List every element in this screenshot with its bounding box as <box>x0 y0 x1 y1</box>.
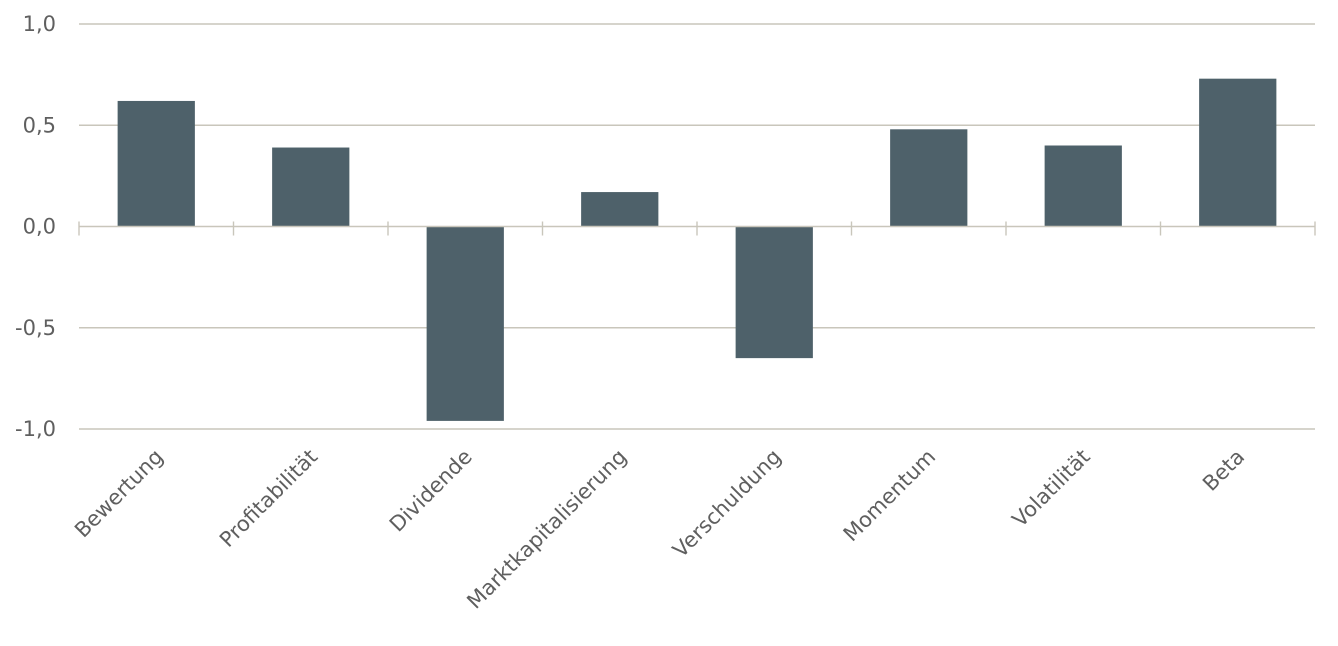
x-axis-tick-labels: Bewertung Profitabilität DividendeMarktkap… <box>70 445 1249 614</box>
x-tick-label: Momentum <box>839 445 941 547</box>
y-tick-label: -0,5 <box>15 316 56 340</box>
bar <box>426 226 504 421</box>
bar <box>1044 145 1122 227</box>
bar <box>117 100 195 227</box>
bars <box>117 78 1277 421</box>
y-tick-label: 0,5 <box>23 113 56 137</box>
bar <box>272 147 350 227</box>
y-axis-tick-labels: 1,0 0,5 0,0 -0,5 -1,0 <box>15 12 56 441</box>
x-tick-label: Bewertung <box>70 445 168 543</box>
bar <box>581 192 659 227</box>
x-tick-label: Marktkapitalisierung <box>462 445 631 614</box>
y-tick-label: 1,0 <box>23 12 56 36</box>
x-tick-label: Profitabilität <box>215 445 322 552</box>
bar <box>890 129 968 227</box>
x-tick-label: Verschuldung <box>668 445 786 563</box>
gridlines <box>79 23 1315 430</box>
x-tick-label: Dividende <box>385 445 477 537</box>
bar <box>1199 78 1277 227</box>
bar <box>735 226 813 359</box>
x-axis <box>78 221 1316 236</box>
y-tick-label: -1,0 <box>15 417 56 441</box>
y-tick-label: 0,0 <box>23 215 56 239</box>
x-tick-label: Beta <box>1198 445 1249 496</box>
x-tick-label: Volatilität <box>1008 445 1095 532</box>
